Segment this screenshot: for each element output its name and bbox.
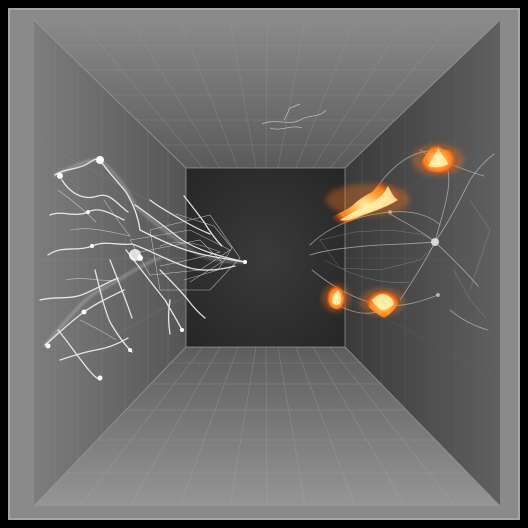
left-wall xyxy=(34,20,186,506)
ceiling-grid xyxy=(60,19,474,169)
fire-top xyxy=(412,140,464,176)
room-edges xyxy=(33,19,501,507)
floor-grid xyxy=(66,346,468,507)
ceiling-web xyxy=(261,103,327,130)
right-wall xyxy=(345,20,500,506)
left-web xyxy=(39,156,247,381)
fire-mid xyxy=(326,172,410,227)
fire-low-left xyxy=(322,282,350,312)
fire-low-right xyxy=(360,286,404,318)
